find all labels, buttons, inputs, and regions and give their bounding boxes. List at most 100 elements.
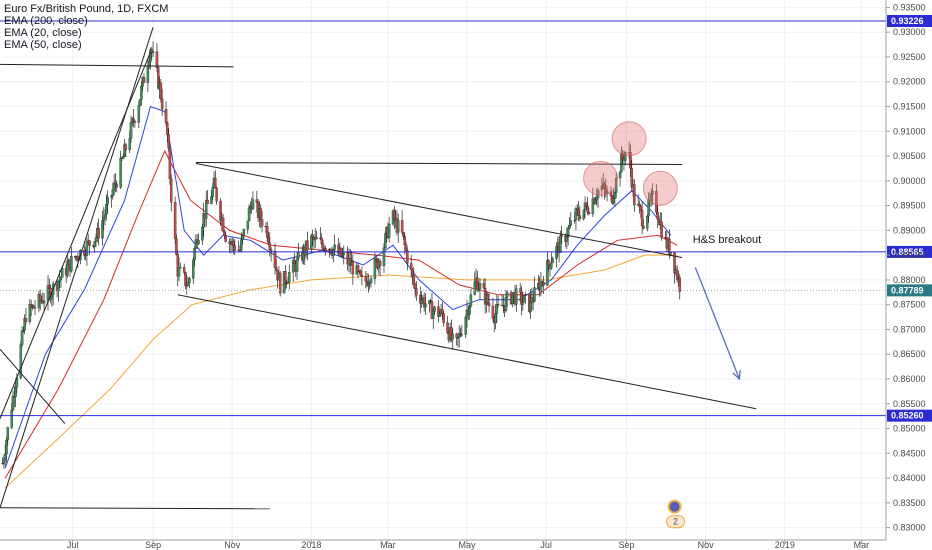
price-tick-label: 0.93000 (893, 27, 926, 37)
price-tag (887, 245, 932, 258)
candle-body (482, 283, 486, 289)
price-tag-label: 0.85260 (891, 411, 924, 421)
candle-body (464, 317, 467, 335)
candle-body (93, 241, 96, 247)
candle-body (591, 198, 595, 215)
candle-body (58, 279, 61, 282)
candle-body (103, 214, 107, 218)
candle-body (311, 235, 314, 238)
price-tag-label: 0.93226 (891, 16, 924, 26)
candle-body (342, 253, 346, 256)
candle-body (155, 51, 159, 68)
candle-body (550, 262, 553, 269)
candle-body (240, 239, 243, 251)
price-tick-label: 0.93500 (893, 2, 926, 12)
candle-body (577, 209, 580, 216)
candle-body (124, 144, 128, 150)
candle-body (215, 187, 218, 202)
candle-body (3, 453, 7, 460)
candle-body (70, 256, 73, 272)
candle-body (211, 187, 214, 197)
candle-body (147, 61, 151, 67)
candle-body (184, 272, 187, 286)
trendline-drawings[interactable]: H&S breakout 2 (0, 27, 761, 529)
candle-body (5, 439, 8, 455)
candle-body (66, 264, 69, 276)
candle-body (612, 198, 615, 204)
candle-body (168, 147, 172, 179)
candle-body (551, 258, 554, 263)
legend-ema20[interactable]: EMA (20, close) (4, 27, 82, 39)
candle-body (201, 227, 204, 241)
candle-body (596, 189, 600, 198)
hs-marker-circle (583, 160, 619, 196)
candle-body (441, 309, 444, 314)
candle-body (284, 271, 287, 284)
legend-ema50[interactable]: EMA (50, close) (4, 39, 82, 51)
candle-body (133, 121, 137, 123)
event-badge-count: 2 (673, 517, 678, 527)
candle-body (539, 281, 543, 292)
candle-body (373, 258, 377, 279)
candle-body (639, 206, 643, 211)
candle-body (411, 269, 414, 276)
candle-body (83, 249, 86, 256)
candle-body (169, 178, 173, 203)
candle-body (241, 235, 244, 240)
candle-body (369, 278, 373, 284)
candle-body (396, 220, 400, 233)
candle-body (459, 332, 462, 335)
candle-body (102, 217, 106, 221)
candle-body (524, 294, 527, 296)
price-tick-label: 0.88500 (893, 250, 926, 260)
price-tick-label: 0.87500 (893, 300, 926, 310)
hs-marker-circle (642, 170, 678, 206)
candle-body (310, 235, 313, 250)
candle-body (505, 292, 509, 298)
candle-body (468, 305, 471, 315)
event-marker-icon (667, 499, 682, 514)
price-tick-label: 0.91000 (893, 126, 926, 136)
candle-body (469, 294, 473, 307)
price-tag (887, 409, 932, 422)
candle-body (6, 427, 10, 441)
candle-body (351, 261, 355, 275)
candle-body (297, 252, 300, 259)
candle-body (569, 220, 573, 226)
candle-body (574, 208, 578, 221)
chart-title[interactable]: Euro Fx/British Pound, 1D, FXCM (4, 3, 169, 15)
candle-body (138, 99, 142, 106)
candle-body (341, 254, 344, 257)
candle-body (205, 199, 208, 219)
candle-body (232, 241, 235, 246)
candle-body (129, 122, 133, 139)
ema50-line (4, 149, 678, 479)
time-tick-label: Mar (854, 540, 870, 550)
candle-body (315, 236, 318, 239)
price-tick-label: 0.83500 (893, 498, 926, 508)
event-badge (665, 515, 686, 529)
candle-body (115, 184, 118, 188)
candle-body (460, 334, 464, 336)
time-axis[interactable]: Jul Sep Nov 2018 Mar May Jul Sep Nov 2019 Mar (0, 539, 886, 550)
candle-body (251, 199, 255, 210)
candle-body (660, 221, 663, 238)
price-axis[interactable]: 0.83000 0.83500 0.84000 0.84500 0.85000 0.855… (885, 0, 926, 540)
legend-ema200[interactable]: EMA (200, close) (4, 15, 88, 27)
candle-body (101, 220, 104, 239)
candle-body (586, 205, 589, 213)
trendline (0, 63, 234, 68)
candle-body (291, 260, 295, 273)
candle-body (420, 299, 423, 304)
candle-body (378, 261, 382, 267)
candle-body (576, 208, 579, 211)
candle-body (404, 244, 408, 251)
candle-body (255, 199, 259, 203)
candle-body (210, 196, 213, 204)
candle-body (137, 105, 141, 123)
candle-body (214, 177, 217, 189)
candle-body (359, 270, 362, 276)
candle-body (206, 199, 209, 204)
ema20-line (4, 105, 672, 469)
